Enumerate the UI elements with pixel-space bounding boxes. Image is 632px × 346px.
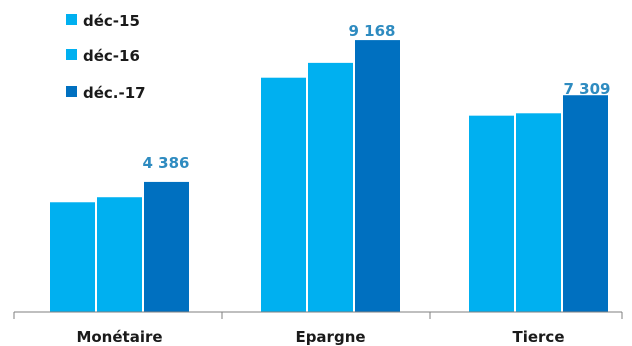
legend: déc-15 déc-16 déc.-17 <box>66 12 146 102</box>
legend-label-dec-17: déc.-17 <box>83 84 146 102</box>
bar-epargne-dec-15 <box>261 77 306 312</box>
bar-epargne-dec-17 <box>355 40 400 312</box>
x-axis: Monétaire Epargne Tierce <box>13 311 623 346</box>
legend-swatch-dec-15 <box>66 14 77 25</box>
bars <box>50 40 608 313</box>
legend-label-dec-15: déc-15 <box>83 12 140 30</box>
data-label-epargne: 9 168 <box>349 22 396 40</box>
legend-label-dec-16: déc-16 <box>83 47 140 65</box>
bar-tierce-dec-15 <box>469 115 514 312</box>
x-tick-label-tierce: Tierce <box>512 328 564 346</box>
bar-monetaire-dec-16 <box>97 197 142 312</box>
legend-swatch-dec-17 <box>66 86 77 97</box>
x-tick-label-epargne: Epargne <box>295 328 365 346</box>
data-label-tierce: 7 309 <box>564 80 611 98</box>
x-tick-label-monetaire: Monétaire <box>76 328 162 346</box>
bar-monetaire-dec-17 <box>144 181 189 312</box>
bar-epargne-dec-16 <box>308 62 353 312</box>
data-label-monetaire: 4 386 <box>143 154 190 172</box>
bar-monetaire-dec-15 <box>50 202 95 312</box>
legend-swatch-dec-16 <box>66 49 77 60</box>
bar-tierce-dec-16 <box>516 113 561 312</box>
data-labels: 4 386 9 168 7 309 <box>143 22 611 172</box>
bar-tierce-dec-17 <box>563 95 608 313</box>
